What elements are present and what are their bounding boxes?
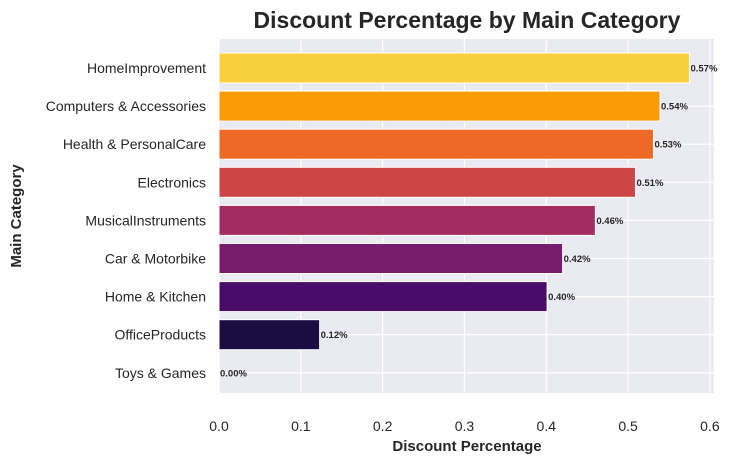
bar bbox=[218, 243, 564, 274]
data-label: 0.46% bbox=[596, 216, 623, 227]
y-tick-label: Computers & Accessories bbox=[46, 98, 206, 114]
bar bbox=[218, 128, 654, 160]
y-tick-label: Home & Kitchen bbox=[105, 289, 206, 305]
y-tick-label: Electronics bbox=[138, 174, 206, 190]
y-tick-label: Car & Motorbike bbox=[105, 251, 206, 267]
y-tick-label: MusicalInstruments bbox=[85, 212, 206, 228]
bar bbox=[218, 204, 596, 236]
x-tick-label: 0.4 bbox=[537, 418, 557, 434]
data-label: 0.00% bbox=[220, 368, 247, 379]
y-tick-label: Health & PersonalCare bbox=[63, 136, 206, 152]
data-label: 0.57% bbox=[690, 64, 717, 75]
x-tick-label: 0.2 bbox=[373, 418, 393, 434]
data-label: 0.12% bbox=[321, 330, 348, 341]
bar bbox=[218, 166, 636, 198]
chart-title: Discount Percentage by Main Category bbox=[254, 7, 681, 33]
data-label: 0.51% bbox=[636, 178, 663, 189]
y-tick-labels: HomeImprovement Computers & Accessories He… bbox=[46, 60, 207, 381]
bar bbox=[218, 319, 321, 351]
data-labels: 0.57% 0.54% 0.53% 0.51% 0.46% 0.42% 0.40% 0.12%… bbox=[220, 64, 718, 380]
bar bbox=[218, 52, 690, 84]
y-tick-label: Toys & Games bbox=[115, 365, 206, 381]
bars bbox=[218, 52, 690, 351]
x-tick-label: 0.6 bbox=[700, 418, 720, 434]
data-label: 0.54% bbox=[661, 102, 688, 113]
bar bbox=[218, 90, 661, 122]
y-tick-label: OfficeProducts bbox=[114, 327, 206, 343]
bar bbox=[218, 281, 548, 313]
data-label: 0.40% bbox=[548, 292, 575, 303]
x-axis-label: Discount Percentage bbox=[392, 438, 541, 455]
data-label: 0.53% bbox=[654, 140, 681, 151]
y-tick-label: HomeImprovement bbox=[87, 60, 206, 76]
x-tick-label: 0.5 bbox=[618, 418, 638, 434]
x-tick-label: 0.3 bbox=[455, 418, 475, 434]
x-tick-label: 0.1 bbox=[291, 418, 311, 434]
y-axis-label: Main Category bbox=[8, 164, 25, 268]
data-label: 0.42% bbox=[564, 254, 591, 265]
x-tick-labels: 0.0 0.1 0.2 0.3 0.4 0.5 0.6 bbox=[209, 418, 720, 434]
x-tick-label: 0.0 bbox=[209, 418, 229, 434]
